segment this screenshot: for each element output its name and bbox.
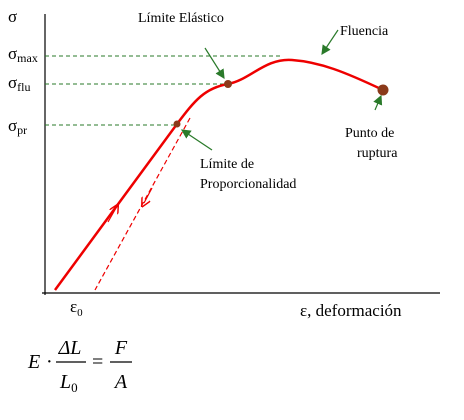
formula-term: L0 — [59, 371, 78, 395]
text-part: max — [17, 51, 38, 65]
text-part: L — [59, 371, 71, 393]
annotation: Punto de — [345, 126, 394, 141]
unloading-line — [94, 117, 191, 291]
rupture-point — [377, 84, 389, 96]
formula: E · ΔL L0 = F A — [27, 337, 132, 395]
stress-strain-curve — [53, 58, 384, 291]
annotation-arrow — [204, 47, 225, 80]
formula-term: F — [114, 337, 128, 359]
annotation: Límite de — [200, 157, 254, 172]
text-part: 0 — [71, 380, 78, 395]
text-part: σ — [8, 73, 17, 92]
level-label: σmax — [8, 44, 38, 65]
formula-term: ΔL — [58, 337, 82, 359]
origin-label: ε0 — [70, 297, 83, 319]
text-part: flu — [17, 80, 30, 94]
y-axis-label: σ — [8, 7, 17, 26]
text-part: 0 — [77, 307, 83, 319]
annotation: Fluencia — [340, 24, 389, 39]
annotation-arrow — [373, 94, 383, 111]
annotation-arrow — [181, 129, 213, 151]
text-part: ε — [70, 297, 77, 316]
annotation: ruptura — [357, 146, 398, 161]
level-label: σflu — [8, 73, 31, 94]
annotation: Proporcionalidad — [200, 177, 296, 192]
formula-term: · — [46, 351, 53, 373]
text-part: pr — [17, 123, 27, 137]
level-label: σpr — [8, 116, 27, 137]
proportional-point — [173, 120, 181, 128]
unload-arrow — [144, 187, 153, 203]
x-axis-label: ε, deformación — [300, 301, 402, 320]
annotation-arrow — [321, 29, 339, 55]
formula-term: A — [113, 371, 128, 393]
elastic-point — [224, 80, 232, 88]
text-part: σ — [8, 116, 17, 135]
formula-term: E — [27, 351, 40, 373]
annotation: Límite Elástico — [138, 11, 224, 26]
load-arrow — [107, 208, 116, 223]
text-part: σ — [8, 44, 17, 63]
formula-term: = — [92, 351, 103, 373]
